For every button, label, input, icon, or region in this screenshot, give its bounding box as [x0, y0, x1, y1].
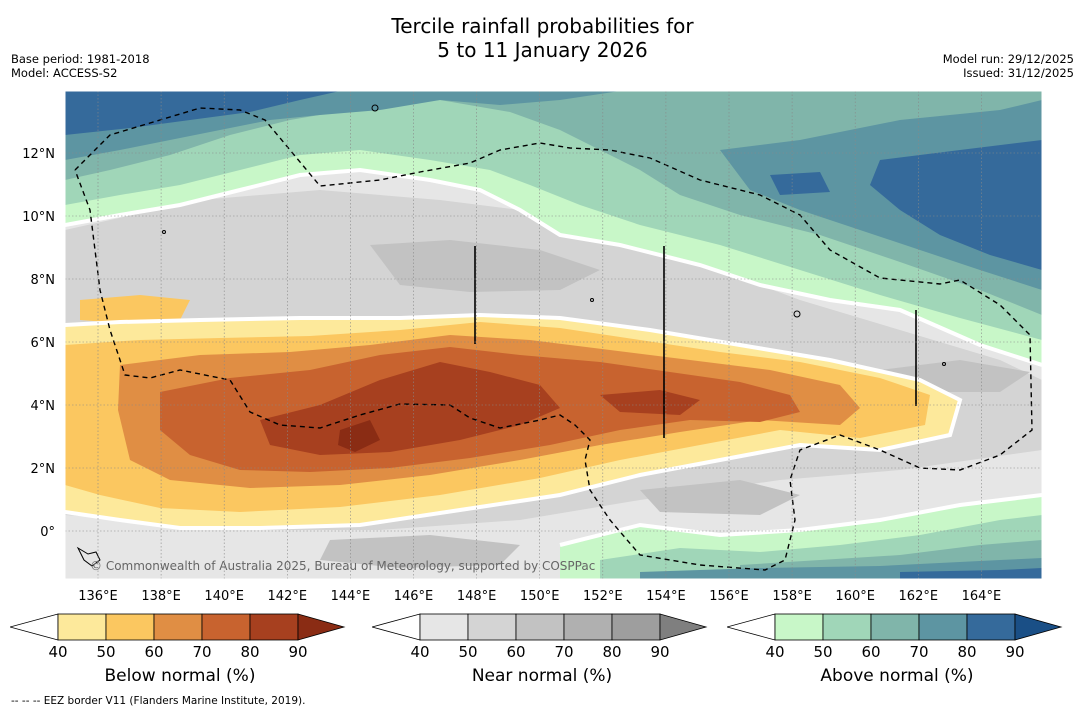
longitude-label: 154°E [646, 589, 686, 604]
colorbar-below-label: Below normal (%) [104, 666, 256, 686]
colorbar-tick-label: 70 [554, 643, 574, 661]
colorbar-tick-label: 80 [602, 643, 622, 661]
colorbar-extend-low [372, 613, 421, 641]
longitude-label: 142°E [268, 589, 308, 604]
colorbar-below-swatches [10, 613, 346, 641]
latitude-label: 2°N [31, 462, 56, 477]
base-period: Base period: 1981-2018 [11, 52, 150, 66]
colorbar-tick-label: 80 [240, 643, 260, 661]
colorbar-swatch [201, 613, 251, 641]
issued-date: Issued: 31/12/2025 [963, 66, 1074, 80]
colorbar-swatch [467, 613, 517, 641]
colorbar-swatch [249, 613, 299, 641]
colorbar-below-normal: 40 50 60 70 80 90 Below normal (%) [10, 612, 350, 692]
longitude-label: 146°E [394, 589, 434, 604]
colorbar-swatch [822, 613, 872, 641]
colorbar-tick-label: 70 [909, 643, 929, 661]
longitude-label: 138°E [141, 589, 181, 604]
colorbar-above-normal: 40 50 60 70 80 90 Above normal (%) [727, 612, 1067, 692]
colorbar-tick-label: 80 [957, 643, 977, 661]
colorbar-tick-label: 90 [650, 643, 670, 661]
latitude-labels: 12°N 10°N 8°N 6°N 4°N 2°N 0° [22, 147, 55, 540]
latitude-label: 0° [40, 525, 55, 540]
colorbar-near-label: Near normal (%) [471, 666, 613, 686]
longitude-label: 158°E [772, 589, 812, 604]
islands [76, 104, 946, 567]
colorbar-extend-high [1014, 613, 1063, 641]
colorbar-extend-high [297, 613, 346, 641]
longitude-label: 140°E [204, 589, 244, 604]
colorbar-tick-label: 60 [506, 643, 526, 661]
longitude-label: 144°E [331, 589, 371, 604]
colorbar-tick-label: 40 [410, 643, 430, 661]
category-boundaries [65, 167, 1042, 547]
colorbar-extend-low [10, 613, 59, 641]
latitude-label: 12°N [22, 147, 55, 162]
colorbar-extend-low [727, 613, 776, 641]
colorbar-above-label: Above normal (%) [820, 666, 974, 686]
longitude-labels: 136°E 138°E 140°E 142°E 144°E 146°E 148°E 150°E… [78, 589, 1001, 604]
colorbar-swatch [153, 613, 203, 641]
colorbar-tick-label: 40 [765, 643, 785, 661]
colorbar-swatch [563, 613, 613, 641]
longitude-label: 162°E [899, 589, 939, 604]
copyright-text: © Commonwealth of Australia 2025, Bureau… [90, 559, 595, 573]
colorbar-swatch [105, 613, 155, 641]
colorbar-swatch [57, 613, 107, 641]
colorbar-tick-label: 90 [288, 643, 308, 661]
meta-right: Model run: 29/12/2025 Issued: 31/12/2025 [943, 52, 1074, 80]
chart-title: Tercile rainfall probabilities for 5 to … [0, 14, 1085, 62]
colorbar-above-swatches [727, 613, 1063, 641]
longitude-label: 160°E [835, 589, 875, 604]
colorbar-near-swatches [372, 613, 708, 641]
colorbar-swatch [515, 613, 565, 641]
colorbar-tick-label: 40 [48, 643, 68, 661]
model-name: Model: ACCESS-S2 [11, 66, 118, 80]
latitude-label: 4°N [31, 399, 56, 414]
colorbar-tick-label: 50 [813, 643, 833, 661]
colorbar-tick-label: 60 [144, 643, 164, 661]
colorbar-tick-label: 90 [1005, 643, 1025, 661]
longitude-label: 136°E [78, 589, 118, 604]
colorbar-swatch [611, 613, 661, 641]
eez-border [74, 107, 1033, 571]
model-run: Model run: 29/12/2025 [942, 52, 1074, 66]
latitude-label: 10°N [22, 210, 55, 225]
eez-footnote: -- -- -- EEZ border V11 (Flanders Marine… [11, 695, 306, 707]
colorbar-tick-label: 60 [861, 643, 881, 661]
colorbar-extend-high [659, 613, 708, 641]
plot-frame [64, 90, 1043, 580]
colorbar-swatch [870, 613, 920, 641]
title-line-1: Tercile rainfall probabilities for [391, 14, 694, 38]
colorbar-swatch [966, 613, 1016, 641]
below-normal-regions [65, 295, 960, 528]
colorbar-swatch [774, 613, 824, 641]
colorbar-near-normal: 40 50 60 70 80 90 Near normal (%) [372, 612, 712, 692]
colorbar-swatch [918, 613, 968, 641]
longitude-label: 164°E [962, 589, 1002, 604]
latitude-label: 6°N [31, 336, 56, 351]
longitude-label: 150°E [520, 589, 560, 604]
colorbar-tick-label: 70 [192, 643, 212, 661]
graticule [65, 91, 1042, 579]
longitude-label: 156°E [709, 589, 749, 604]
colorbar-swatch [419, 613, 469, 641]
title-line-2: 5 to 11 January 2026 [437, 38, 648, 62]
meta-left: Base period: 1981-2018 Model: ACCESS-S2 [11, 52, 150, 80]
colorbar-tick-label: 50 [458, 643, 478, 661]
latitude-label: 8°N [31, 273, 56, 288]
longitude-label: 152°E [583, 589, 623, 604]
longitude-label: 148°E [457, 589, 497, 604]
colorbar-tick-label: 50 [96, 643, 116, 661]
above-normal-south [560, 495, 1042, 579]
